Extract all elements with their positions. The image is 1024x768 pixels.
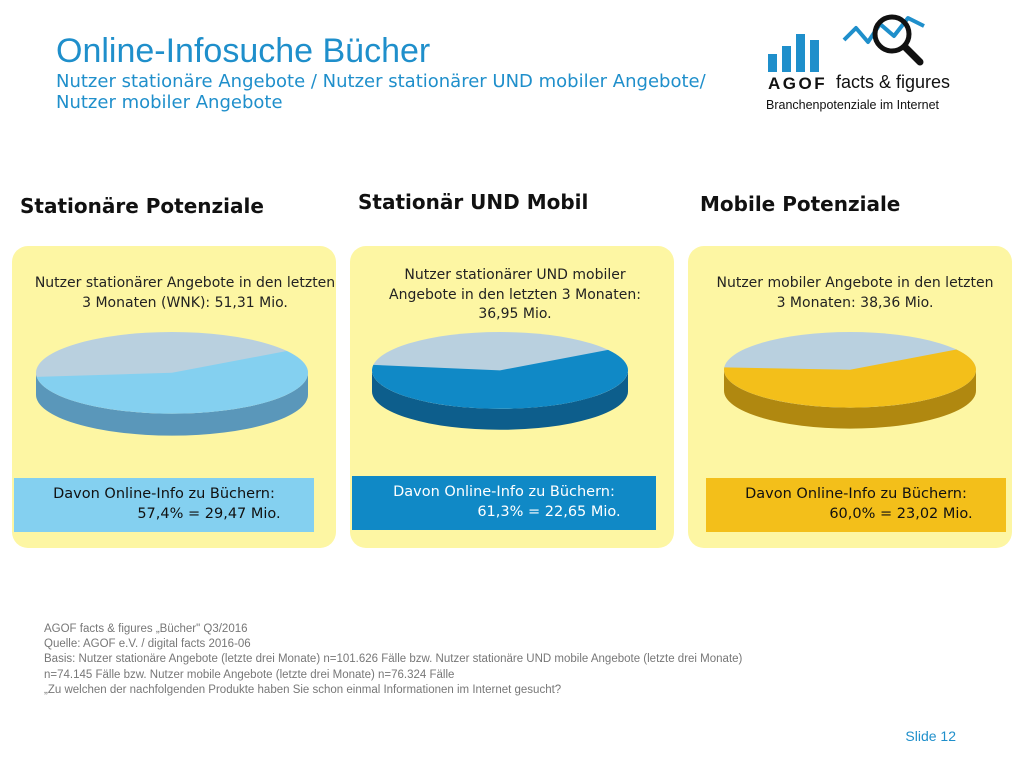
bar-chart-magnifier-icon bbox=[768, 14, 925, 72]
page-subtitle-line1: Nutzer stationäre Angebote / Nutzer stat… bbox=[56, 71, 706, 92]
panel-mobil-description: Nutzer mobiler Angebote in den letzten 3… bbox=[716, 275, 994, 311]
slide-number: Slide 12 bbox=[905, 728, 956, 744]
result-stationaer-und-mobil-line1: Davon Online-Info zu Büchern: bbox=[393, 484, 615, 500]
pie-side-stationaer bbox=[36, 372, 308, 436]
result-stationaer-line2: 57,4% = 29,47 Mio. bbox=[137, 506, 281, 523]
result-box-stationaer-und-mobil: Davon Online-Info zu Büchern: 61,3% = 22… bbox=[352, 476, 656, 530]
result-stationaer-line1: Davon Online-Info zu Büchern: bbox=[53, 486, 275, 502]
pie-side-stationaer-und-mobil bbox=[372, 370, 628, 430]
result-box-mobil: Davon Online-Info zu Büchern: 60,0% = 23… bbox=[706, 478, 1006, 532]
result-mobil-line1: Davon Online-Info zu Büchern: bbox=[745, 486, 967, 502]
footnote-line4: n=74.145 Fälle bzw. Nutzer mobile Angebo… bbox=[44, 668, 455, 681]
pie-slice-main-stationaer-und-mobil bbox=[372, 349, 628, 409]
footnote-line2: Quelle: AGOF e.V. / digital facts 2016-0… bbox=[44, 638, 251, 651]
logo-tagline: Branchenpotenziale im Internet bbox=[766, 98, 940, 112]
logo-product: facts & figures bbox=[836, 72, 951, 92]
pie-side-mobil bbox=[724, 369, 976, 429]
footnote-line1: AGOF facts & figures „Bücher" Q3/2016 bbox=[44, 623, 248, 635]
result-stationaer-und-mobil-line2: 61,3% = 22,65 Mio. bbox=[477, 504, 621, 521]
pie-slice-main-stationaer bbox=[36, 350, 309, 414]
pie-chart-stationaer-und-mobil bbox=[372, 332, 628, 430]
panel-stationaer-description: Nutzer stationärer Angebote in den letzt… bbox=[34, 275, 336, 311]
pie-slice-main-mobil bbox=[724, 349, 976, 408]
logo-brand: AGOF bbox=[768, 74, 828, 93]
result-box-stationaer: Davon Online-Info zu Büchern: 57,4% = 29… bbox=[14, 478, 314, 532]
footnote-line5: „Zu welchen der nachfolgenden Produkte h… bbox=[44, 683, 562, 696]
pie-chart-stationaer bbox=[36, 332, 309, 436]
page-subtitle-line2: Nutzer mobiler Angebote bbox=[56, 92, 283, 113]
panel-stationaer-und-mobil-description: Nutzer stationärer UND mobiler Angebote … bbox=[389, 267, 641, 323]
footnote-line3: Basis: Nutzer stationäre Angebote (letzt… bbox=[44, 653, 743, 666]
agof-logo: AGOF facts & figures Branchenpotenziale … bbox=[764, 10, 964, 122]
result-mobil-line2: 60,0% = 23,02 Mio. bbox=[829, 506, 973, 523]
pie-chart-mobil bbox=[724, 332, 976, 429]
page-title: Online-Infosuche Bücher bbox=[56, 32, 431, 70]
source-footnote: AGOF facts & figures „Bücher" Q3/2016 Qu… bbox=[44, 622, 742, 698]
heading-mobil: Mobile Potenziale bbox=[700, 192, 901, 216]
heading-stationaer-und-mobil: Stationär UND Mobil bbox=[358, 190, 589, 214]
heading-stationaer: Stationäre Potenziale bbox=[20, 194, 264, 218]
